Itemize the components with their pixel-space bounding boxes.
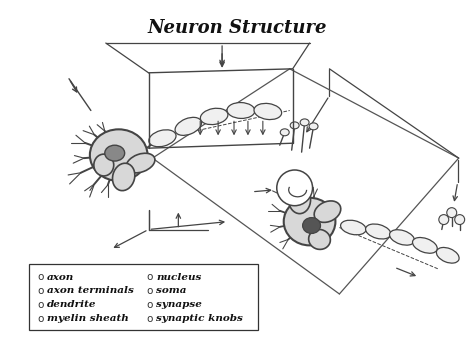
- FancyBboxPatch shape: [29, 264, 258, 330]
- Text: o: o: [146, 300, 153, 310]
- Text: synapse: synapse: [156, 300, 202, 310]
- Text: nucleus: nucleus: [156, 273, 202, 282]
- Text: o: o: [37, 300, 44, 310]
- Text: Neuron Structure: Neuron Structure: [147, 19, 327, 37]
- Ellipse shape: [290, 122, 299, 129]
- Ellipse shape: [300, 119, 309, 126]
- Text: o: o: [146, 272, 153, 282]
- Ellipse shape: [175, 117, 201, 135]
- Ellipse shape: [227, 102, 255, 118]
- Ellipse shape: [314, 201, 341, 222]
- Ellipse shape: [341, 220, 366, 235]
- Ellipse shape: [289, 186, 310, 214]
- Ellipse shape: [437, 247, 459, 263]
- Text: o: o: [37, 272, 44, 282]
- Ellipse shape: [412, 238, 438, 253]
- Ellipse shape: [112, 163, 135, 191]
- Ellipse shape: [365, 224, 391, 239]
- Ellipse shape: [309, 230, 330, 250]
- Circle shape: [439, 215, 449, 224]
- Text: soma: soma: [156, 286, 187, 296]
- Text: o: o: [37, 286, 44, 296]
- Ellipse shape: [126, 153, 155, 173]
- Text: dendrite: dendrite: [47, 300, 97, 310]
- Ellipse shape: [390, 230, 414, 245]
- Text: o: o: [37, 314, 44, 324]
- Ellipse shape: [302, 218, 320, 234]
- Ellipse shape: [254, 103, 282, 120]
- Ellipse shape: [201, 108, 228, 125]
- Text: myelin sheath: myelin sheath: [47, 314, 129, 323]
- Ellipse shape: [280, 129, 289, 136]
- Text: o: o: [146, 314, 153, 324]
- Circle shape: [455, 215, 465, 224]
- Ellipse shape: [94, 154, 114, 176]
- Ellipse shape: [105, 145, 125, 161]
- Text: axon: axon: [47, 273, 74, 282]
- Ellipse shape: [149, 130, 176, 147]
- Circle shape: [277, 170, 312, 206]
- Ellipse shape: [90, 129, 147, 181]
- Text: axon terminals: axon terminals: [47, 286, 134, 296]
- Circle shape: [447, 208, 457, 218]
- Text: synaptic knobs: synaptic knobs: [156, 314, 243, 323]
- Ellipse shape: [284, 198, 336, 245]
- Text: o: o: [146, 286, 153, 296]
- Ellipse shape: [309, 123, 318, 130]
